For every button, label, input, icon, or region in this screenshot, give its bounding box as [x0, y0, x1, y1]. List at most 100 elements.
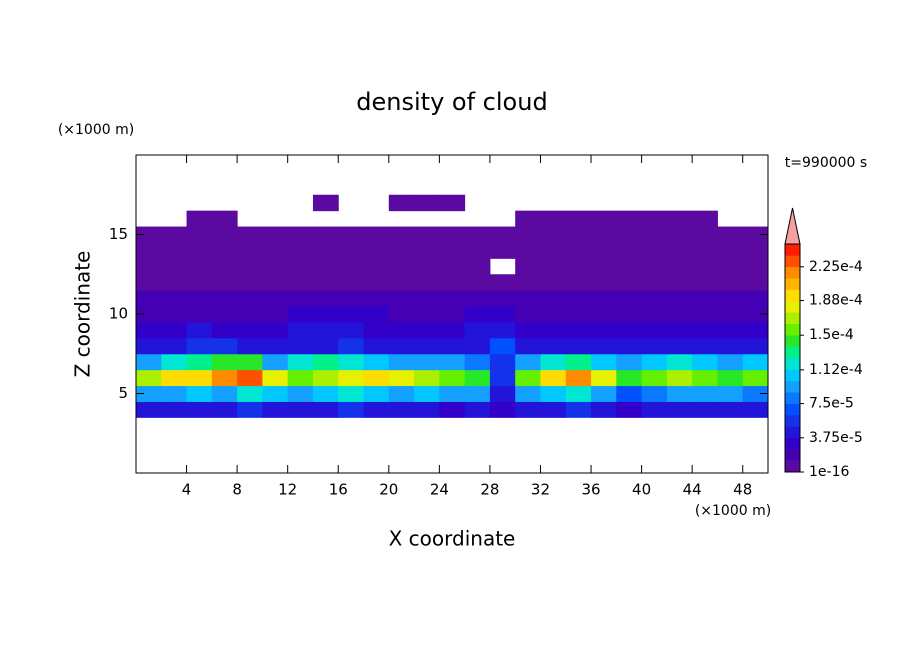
contour-cell: [641, 369, 668, 387]
contour-cell: [439, 369, 466, 387]
contour-cell: [186, 290, 213, 307]
contour-cell: [565, 337, 592, 355]
contour-cell: [666, 290, 693, 307]
contour-cell: [338, 258, 365, 275]
contour-cell: [338, 369, 365, 387]
contour-cell: [312, 353, 339, 371]
contour-cell: [464, 321, 491, 339]
x-tick-label: 48: [733, 481, 752, 499]
contour-cell: [717, 337, 744, 355]
contour-cell: [262, 353, 289, 371]
contour-cell: [338, 242, 365, 259]
contour-cell: [363, 274, 390, 291]
contour-cell: [287, 337, 314, 355]
contour-cell: [363, 385, 390, 402]
contour-cell: [388, 258, 415, 275]
contour-cell: [439, 258, 466, 275]
contour-cell: [287, 258, 314, 275]
contour-cell: [262, 258, 289, 275]
contour-cell: [515, 290, 541, 307]
contour-cell: [565, 290, 592, 307]
contour-cell: [136, 385, 162, 402]
contour-cell: [717, 274, 744, 291]
contour-cell: [388, 306, 415, 323]
contour-cell: [439, 385, 466, 402]
contour-cell: [616, 274, 643, 291]
contour-cell: [616, 242, 643, 259]
contour-cell: [237, 401, 263, 418]
contour-cell: [742, 274, 769, 291]
contour-cell: [641, 321, 668, 339]
contour-cell: [161, 401, 188, 418]
contour-cell: [211, 258, 238, 275]
x-unit: (×1000 m): [695, 503, 771, 519]
contour-cell: [414, 258, 440, 275]
contour-cell: [237, 274, 263, 291]
contour-cell: [136, 274, 162, 291]
contour-cell: [161, 369, 188, 387]
contour-cell: [439, 226, 466, 243]
x-tick-label: 12: [278, 481, 297, 499]
contour-cell: [414, 321, 440, 339]
contour-cell: [717, 258, 744, 275]
contour-cell: [338, 353, 365, 371]
contour-cell: [262, 385, 289, 402]
x-tick-label: 44: [683, 481, 702, 499]
contour-cell: [414, 353, 440, 371]
colorbar-tick-label: 7.5e-5: [809, 396, 854, 412]
contour-cell: [363, 321, 390, 339]
contour-cell: [742, 337, 769, 355]
colorbar-swatch: [785, 415, 800, 427]
contour-cell: [591, 242, 617, 259]
colorbar-swatch: [785, 244, 800, 256]
contour-cell: [414, 290, 440, 307]
contour-cell: [186, 385, 213, 402]
contour-cell: [161, 258, 188, 275]
contour-cell: [489, 385, 516, 402]
contour-cell: [489, 290, 516, 307]
contour-cell: [312, 258, 339, 275]
contour-cell: [312, 401, 339, 418]
contour-cell: [565, 321, 592, 339]
contour-cell: [717, 369, 744, 387]
contour-cell: [489, 242, 516, 259]
contour-cell: [237, 242, 263, 259]
contour-cell: [287, 385, 314, 402]
contour-cell: [742, 226, 769, 243]
contour-cell: [161, 290, 188, 307]
contour-cell: [211, 306, 238, 323]
contour-cell: [540, 258, 567, 275]
contour-cell: [186, 401, 213, 418]
contour-cell: [287, 274, 314, 291]
contour-cell: [717, 353, 744, 371]
contour-cell: [262, 321, 289, 339]
contour-cell: [616, 210, 643, 228]
contour-cell: [742, 353, 769, 371]
contour-cell: [591, 290, 617, 307]
x-tick-label: 8: [232, 481, 242, 499]
contour-cell: [211, 385, 238, 402]
contour-cell: [414, 401, 440, 418]
contour-cell: [641, 306, 668, 323]
contour-cell: [464, 242, 491, 259]
contour-cell: [439, 321, 466, 339]
contour-cell: [666, 210, 693, 228]
contour-cell: [717, 242, 744, 259]
colorbar-tick-label: 1e-16: [809, 464, 849, 480]
contour-cell: [186, 226, 213, 243]
contour-cell: [287, 353, 314, 371]
contour-cell: [363, 306, 390, 323]
contour-cell: [515, 226, 541, 243]
contour-cell: [312, 337, 339, 355]
contour-cell: [262, 401, 289, 418]
contour-cell: [540, 226, 567, 243]
contour-cell: [464, 369, 491, 387]
colorbar-swatch: [785, 278, 800, 290]
contour-cell: [414, 306, 440, 323]
contour-cell: [186, 306, 213, 323]
contour-cell: [692, 337, 718, 355]
x-tick-label: 20: [379, 481, 398, 499]
contour-cell: [666, 385, 693, 402]
contour-cell: [717, 290, 744, 307]
contour-cell: [312, 290, 339, 307]
